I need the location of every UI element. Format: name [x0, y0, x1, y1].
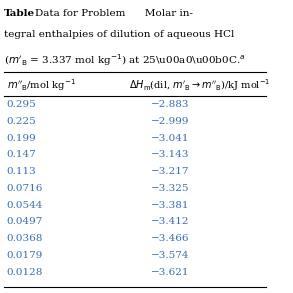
Text: Table: Table — [4, 9, 35, 18]
Text: −3.041: −3.041 — [151, 134, 189, 143]
Text: −3.217: −3.217 — [151, 167, 189, 176]
Text: −3.466: −3.466 — [151, 234, 189, 243]
Text: 0.199: 0.199 — [7, 134, 36, 143]
Text: $m''_{\rm B}$/mol kg$^{-1}$: $m''_{\rm B}$/mol kg$^{-1}$ — [7, 77, 76, 93]
Text: 0.0128: 0.0128 — [7, 268, 43, 277]
Text: −3.381: −3.381 — [151, 201, 189, 209]
Text: −2.883: −2.883 — [151, 100, 189, 109]
Text: 0.0368: 0.0368 — [7, 234, 43, 243]
Text: 0.0544: 0.0544 — [7, 201, 43, 209]
Text: 0.113: 0.113 — [7, 167, 36, 176]
Text: $\Delta H_{\rm m}$(dil, $m'_{\rm B}$$\rightarrow$$m''_{\rm B}$)/kJ mol$^{-1}$: $\Delta H_{\rm m}$(dil, $m'_{\rm B}$$\ri… — [130, 77, 271, 93]
Text: −3.143: −3.143 — [151, 150, 189, 159]
Text: 0.225: 0.225 — [7, 117, 36, 126]
Text: 0.0497: 0.0497 — [7, 217, 43, 226]
Text: −3.621: −3.621 — [151, 268, 189, 277]
Text: −3.574: −3.574 — [151, 251, 189, 260]
Text: ($m'_{\rm B}$ = 3.337 mol kg$^{-1}$) at 25\u00a0\u00b0C.$^a$: ($m'_{\rm B}$ = 3.337 mol kg$^{-1}$) at … — [4, 52, 246, 68]
Text: −3.412: −3.412 — [151, 217, 189, 226]
Text: −3.325: −3.325 — [151, 184, 189, 193]
Text: Data for Problem      Molar in-: Data for Problem Molar in- — [35, 9, 193, 18]
Text: 0.147: 0.147 — [7, 150, 36, 159]
Text: −2.999: −2.999 — [151, 117, 189, 126]
Text: 0.0179: 0.0179 — [7, 251, 43, 260]
Text: tegral enthalpies of dilution of aqueous HCl: tegral enthalpies of dilution of aqueous… — [4, 30, 234, 40]
Text: 0.0716: 0.0716 — [7, 184, 43, 193]
Text: 0.295: 0.295 — [7, 100, 36, 109]
